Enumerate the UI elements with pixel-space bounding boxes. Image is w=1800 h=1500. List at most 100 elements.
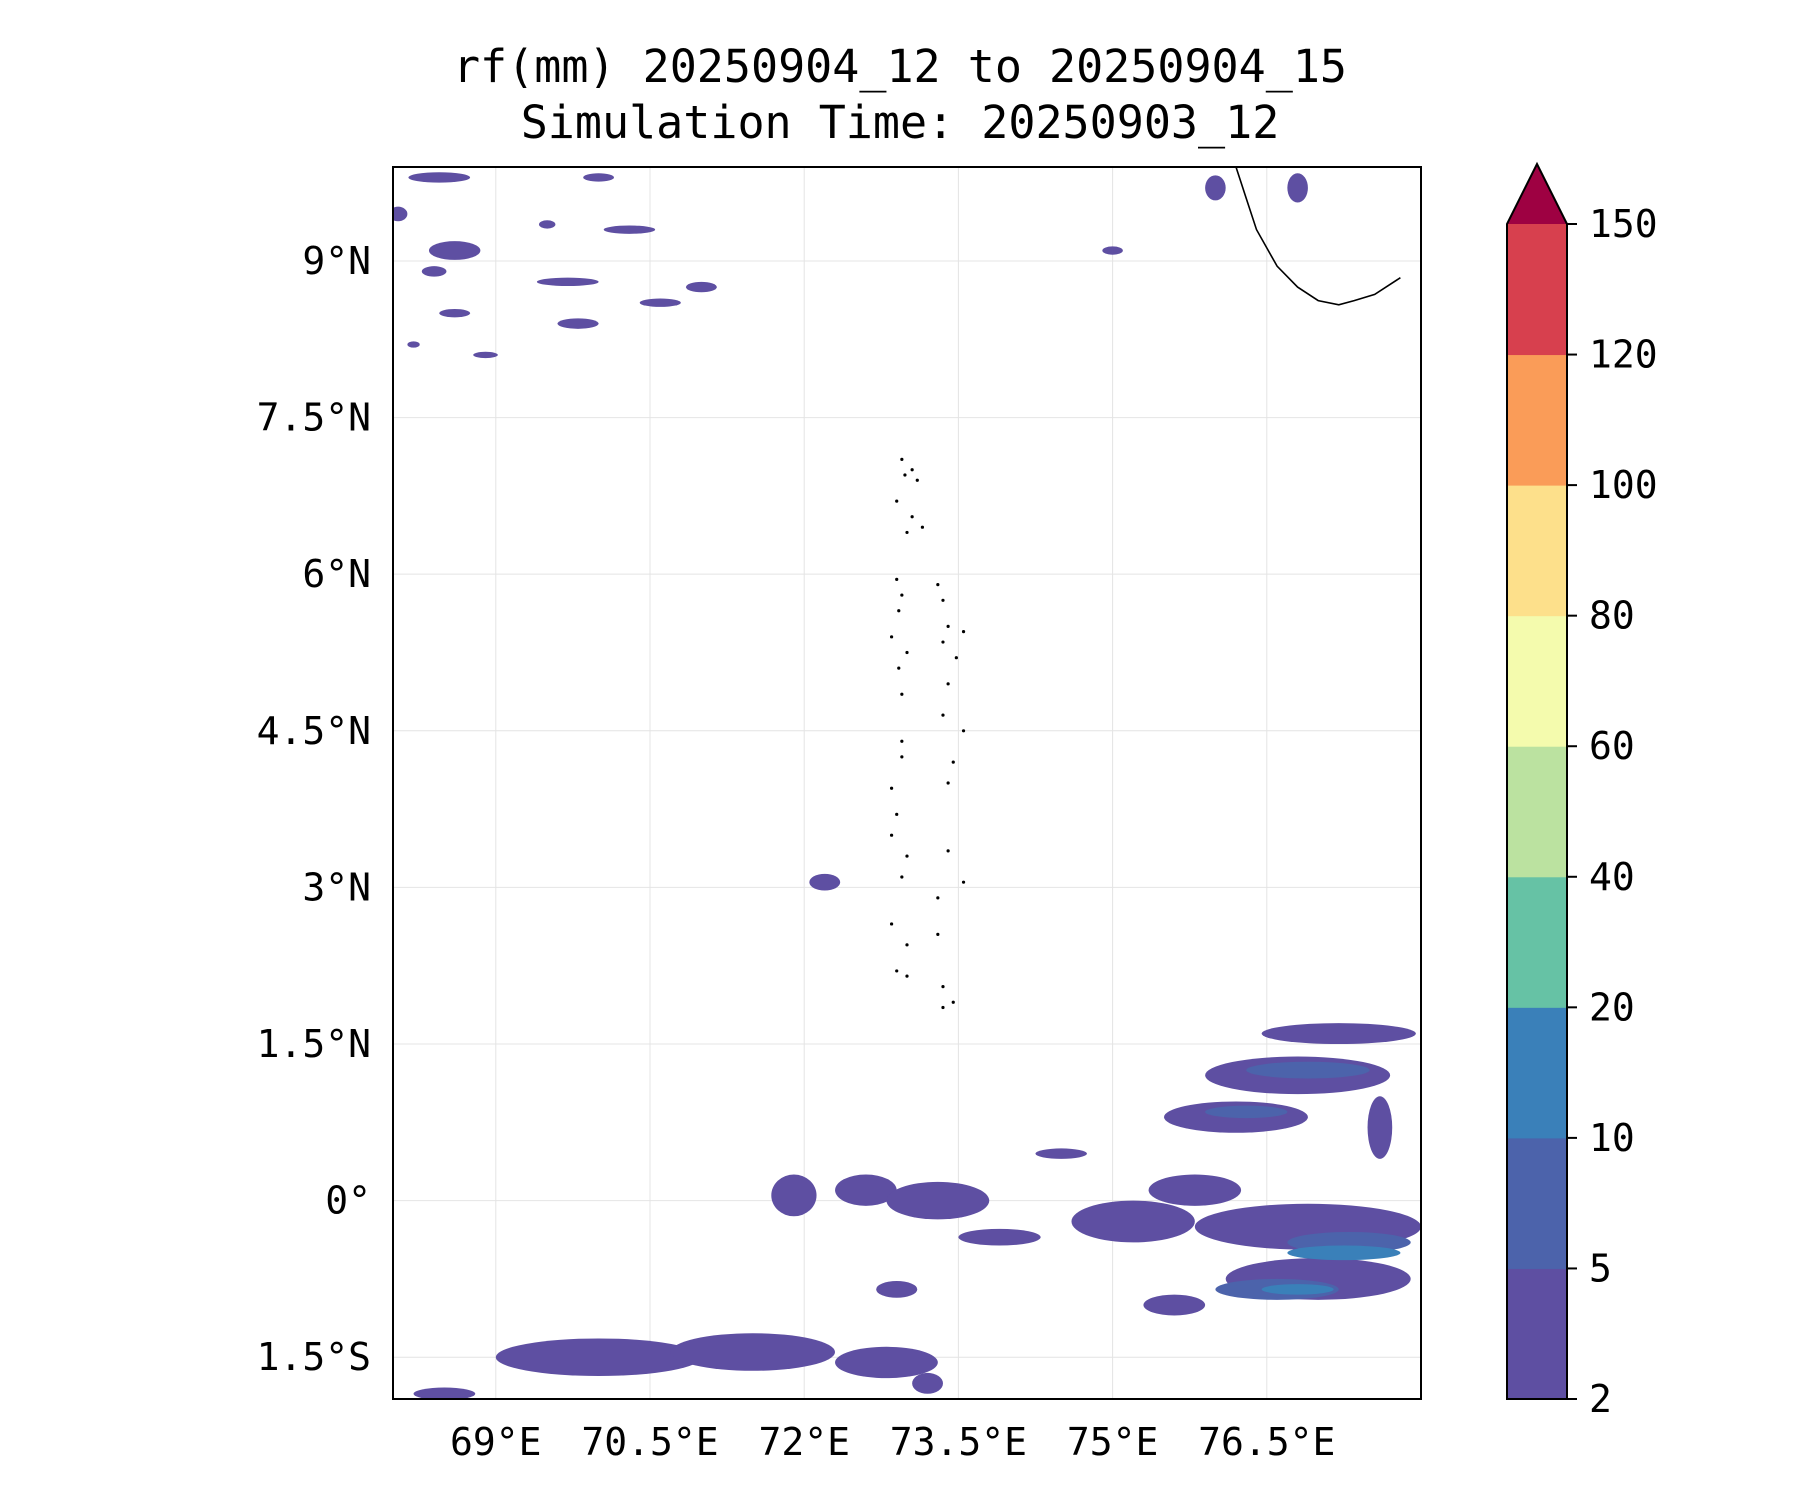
map-frame	[392, 166, 1422, 1400]
island-dot	[889, 833, 894, 837]
rain-patch	[538, 220, 556, 229]
rain-patch	[639, 298, 681, 307]
colorbar-segment	[1507, 354, 1567, 486]
island-dot	[905, 530, 909, 535]
colorbar-segment	[1507, 615, 1567, 747]
island-dot	[900, 692, 904, 696]
y-tick-label: 4.5°N	[257, 709, 371, 753]
rain-patch	[685, 281, 717, 293]
colorbar-segment	[1507, 1268, 1567, 1400]
island-dot	[889, 922, 894, 926]
island-dot	[910, 468, 914, 472]
colorbar: 2 5 10 20 40 60 80 100 120 150	[1506, 161, 1658, 1421]
island-dot	[895, 969, 899, 973]
rain-patch	[835, 1346, 938, 1379]
rain-patch	[603, 225, 656, 234]
colorbar-segment	[1507, 1007, 1567, 1139]
rain-patch	[1148, 1174, 1242, 1206]
island-dot	[905, 854, 909, 858]
y-tick-label: 1.5°S	[257, 1335, 371, 1379]
x-axis-ticks: 69°E 70.5°E 72°E 73.5°E 75°E 76.5°E	[450, 1420, 1335, 1464]
rain-patch	[886, 1181, 990, 1220]
island-dot	[897, 609, 901, 613]
rainfall-contours	[393, 172, 1421, 1399]
rain-patch	[958, 1228, 1041, 1246]
rain-patch	[408, 172, 471, 183]
island-dot	[895, 577, 899, 582]
rain-patch	[835, 1174, 897, 1206]
rain-patch	[876, 1281, 918, 1298]
rain-patch	[1287, 1245, 1401, 1261]
rain-patch	[1367, 1096, 1393, 1159]
y-tick-label: 6°N	[302, 552, 371, 596]
rain-patch	[421, 266, 447, 277]
colorbar-label: 60	[1589, 724, 1635, 768]
island-dot	[915, 478, 919, 482]
rain-patch	[1246, 1061, 1370, 1079]
rain-patch	[771, 1174, 817, 1217]
x-tick-label: 69°E	[450, 1420, 542, 1464]
rain-patch	[428, 241, 481, 260]
rain-patch	[809, 873, 841, 891]
rain-patch	[670, 1333, 836, 1371]
island-dot	[905, 974, 909, 978]
y-axis-ticks: 9°N 7.5°N 6°N 4.5°N 3°N 1.5°N 0° 1.5°S	[257, 239, 371, 1379]
rain-patch	[1143, 1294, 1206, 1316]
island-dot	[961, 880, 966, 884]
island-dot	[941, 1005, 945, 1010]
rain-patch	[536, 277, 599, 287]
colorbar-label: 100	[1589, 463, 1658, 507]
island-dot	[941, 713, 945, 717]
island-dot	[897, 666, 901, 670]
island-dot	[946, 781, 950, 785]
colorbar-label: 120	[1589, 333, 1658, 377]
colorbar-label: 10	[1589, 1116, 1635, 1160]
chart-title: rf(mm) 20250904_12 to 20250904_15	[452, 40, 1348, 93]
colorbar-segment	[1507, 876, 1567, 1008]
colorbar-label: 40	[1589, 855, 1635, 899]
island-dot	[910, 515, 914, 519]
rain-patch	[1071, 1200, 1195, 1243]
rain-patch	[1205, 175, 1226, 201]
y-tick-label: 3°N	[302, 865, 371, 909]
y-tick-label: 0°	[325, 1179, 371, 1223]
rain-patch	[413, 1387, 476, 1399]
island-dot	[889, 635, 894, 639]
x-tick-label: 70.5°E	[581, 1420, 718, 1464]
rain-patch	[1102, 246, 1123, 255]
island-dot	[946, 682, 950, 686]
grid-lines	[393, 167, 1421, 1399]
island-dot	[889, 786, 894, 790]
rain-patch	[583, 173, 615, 182]
island-dot	[936, 896, 940, 900]
colorbar-label: 5	[1589, 1246, 1612, 1290]
island-dot	[941, 598, 945, 602]
rain-patch	[439, 308, 471, 318]
colorbar-label: 150	[1589, 202, 1658, 246]
island-dot	[900, 739, 904, 743]
y-tick-label: 9°N	[302, 239, 371, 283]
rain-patch	[557, 318, 599, 329]
india-coastline	[1235, 167, 1401, 306]
rain-patch	[1287, 173, 1308, 203]
island-dot	[941, 640, 945, 644]
rain-patch	[912, 1372, 943, 1394]
colorbar-segment	[1507, 1137, 1567, 1269]
island-dot	[946, 624, 950, 628]
rain-patch	[1261, 1284, 1334, 1295]
colorbar-frame	[1506, 161, 1568, 1400]
island-dot	[895, 499, 899, 503]
island-dot	[900, 875, 904, 879]
island-dot	[900, 457, 904, 461]
colorbar-segment	[1507, 485, 1567, 617]
island-dot	[951, 760, 955, 764]
x-tick-label: 73.5°E	[890, 1420, 1027, 1464]
island-dot	[954, 656, 958, 660]
rain-patch	[473, 351, 498, 359]
island-dot	[905, 943, 909, 947]
colorbar-segment	[1507, 746, 1567, 878]
island-dot	[936, 583, 940, 587]
rain-patch	[1205, 1105, 1288, 1119]
rain-patch	[1035, 1148, 1087, 1159]
